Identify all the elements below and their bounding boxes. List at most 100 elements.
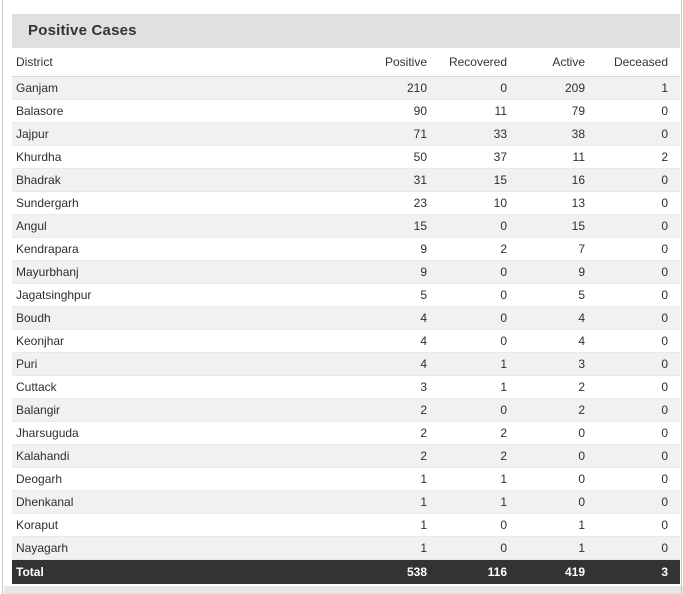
active-cell: 2 <box>507 375 585 399</box>
total-deceased: 3 <box>585 559 680 584</box>
positive-cell: 4 <box>352 306 427 330</box>
active-cell: 2 <box>507 398 585 422</box>
recovered-cell: 10 <box>427 191 507 215</box>
recovered-cell: 1 <box>427 352 507 376</box>
deceased-cell: 0 <box>585 398 680 422</box>
district-cell: Jajpur <box>12 122 352 146</box>
bottom-strip <box>4 586 683 594</box>
table-row: Puri 4 1 3 0 <box>12 352 680 376</box>
table-row: Jagatsinghpur 5 0 5 0 <box>12 283 680 307</box>
total-row: Total 538 116 419 3 <box>12 559 680 584</box>
recovered-cell: 0 <box>427 306 507 330</box>
deceased-cell: 0 <box>585 260 680 284</box>
table-footer: Total 538 116 419 3 <box>12 559 680 584</box>
recovered-cell: 0 <box>427 329 507 353</box>
table-row: Cuttack 3 1 2 0 <box>12 375 680 399</box>
total-positive: 538 <box>352 559 427 584</box>
district-cell: Mayurbhanj <box>12 260 352 284</box>
district-cell: Deogarh <box>12 467 352 491</box>
total-active: 419 <box>507 559 585 584</box>
active-cell: 1 <box>507 513 585 537</box>
column-header-deceased: Deceased <box>585 48 680 77</box>
column-header-active: Active <box>507 48 585 77</box>
table-header-row: District Positive Recovered Active Decea… <box>12 48 680 77</box>
positive-cases-card: Positive Cases District Positive Recover… <box>12 14 680 584</box>
active-cell: 3 <box>507 352 585 376</box>
table-row: Keonjhar 4 0 4 0 <box>12 329 680 353</box>
positive-cell: 71 <box>352 122 427 146</box>
deceased-cell: 0 <box>585 283 680 307</box>
table-row: Balangir 2 0 2 0 <box>12 398 680 422</box>
table-row: Jharsuguda 2 2 0 0 <box>12 421 680 445</box>
positive-cell: 23 <box>352 191 427 215</box>
active-cell: 209 <box>507 76 585 100</box>
positive-cell: 1 <box>352 490 427 514</box>
table-row: Ganjam 210 0 209 1 <box>12 76 680 100</box>
positive-cell: 4 <box>352 352 427 376</box>
positive-cell: 1 <box>352 467 427 491</box>
positive-cell: 9 <box>352 237 427 261</box>
recovered-cell: 37 <box>427 145 507 169</box>
deceased-cell: 0 <box>585 168 680 192</box>
deceased-cell: 0 <box>585 237 680 261</box>
table-row: Dhenkanal 1 1 0 0 <box>12 490 680 514</box>
district-cell: Kalahandi <box>12 444 352 468</box>
positive-cell: 2 <box>352 421 427 445</box>
positive-cell: 3 <box>352 375 427 399</box>
positive-cell: 50 <box>352 145 427 169</box>
active-cell: 7 <box>507 237 585 261</box>
active-cell: 5 <box>507 283 585 307</box>
positive-cell: 4 <box>352 329 427 353</box>
table-row: Khurdha 50 37 11 2 <box>12 145 680 169</box>
deceased-cell: 2 <box>585 145 680 169</box>
recovered-cell: 2 <box>427 237 507 261</box>
active-cell: 11 <box>507 145 585 169</box>
active-cell: 0 <box>507 444 585 468</box>
table-row: Balasore 90 11 79 0 <box>12 99 680 123</box>
active-cell: 16 <box>507 168 585 192</box>
deceased-cell: 0 <box>585 99 680 123</box>
active-cell: 79 <box>507 99 585 123</box>
deceased-cell: 0 <box>585 467 680 491</box>
card-header: Positive Cases <box>12 14 680 48</box>
district-cell: Balasore <box>12 99 352 123</box>
recovered-cell: 0 <box>427 398 507 422</box>
deceased-cell: 0 <box>585 513 680 537</box>
recovered-cell: 2 <box>427 444 507 468</box>
active-cell: 38 <box>507 122 585 146</box>
active-cell: 9 <box>507 260 585 284</box>
column-header-recovered: Recovered <box>427 48 507 77</box>
deceased-cell: 1 <box>585 76 680 100</box>
district-cell: Cuttack <box>12 375 352 399</box>
recovered-cell: 0 <box>427 283 507 307</box>
table-row: Deogarh 1 1 0 0 <box>12 467 680 491</box>
positive-cell: 1 <box>352 513 427 537</box>
recovered-cell: 1 <box>427 375 507 399</box>
positive-cell: 5 <box>352 283 427 307</box>
table-row: Koraput 1 0 1 0 <box>12 513 680 537</box>
deceased-cell: 0 <box>585 214 680 238</box>
recovered-cell: 0 <box>427 214 507 238</box>
district-cell: Jharsuguda <box>12 421 352 445</box>
district-cell: Balangir <box>12 398 352 422</box>
deceased-cell: 0 <box>585 444 680 468</box>
positive-cell: 210 <box>352 76 427 100</box>
active-cell: 0 <box>507 467 585 491</box>
district-cell: Ganjam <box>12 76 352 100</box>
district-cell: Dhenkanal <box>12 490 352 514</box>
table-body: Ganjam 210 0 209 1 Balasore 90 11 79 0 J… <box>12 76 680 560</box>
positive-cell: 2 <box>352 444 427 468</box>
recovered-cell: 15 <box>427 168 507 192</box>
deceased-cell: 0 <box>585 490 680 514</box>
district-cell: Angul <box>12 214 352 238</box>
active-cell: 1 <box>507 536 585 560</box>
positive-cell: 90 <box>352 99 427 123</box>
deceased-cell: 0 <box>585 352 680 376</box>
right-window-edge <box>681 0 682 594</box>
recovered-cell: 0 <box>427 513 507 537</box>
positive-cell: 2 <box>352 398 427 422</box>
card-title: Positive Cases <box>28 22 137 39</box>
table-row: Sundergarh 23 10 13 0 <box>12 191 680 215</box>
district-cell: Koraput <box>12 513 352 537</box>
table-row: Kendrapara 9 2 7 0 <box>12 237 680 261</box>
